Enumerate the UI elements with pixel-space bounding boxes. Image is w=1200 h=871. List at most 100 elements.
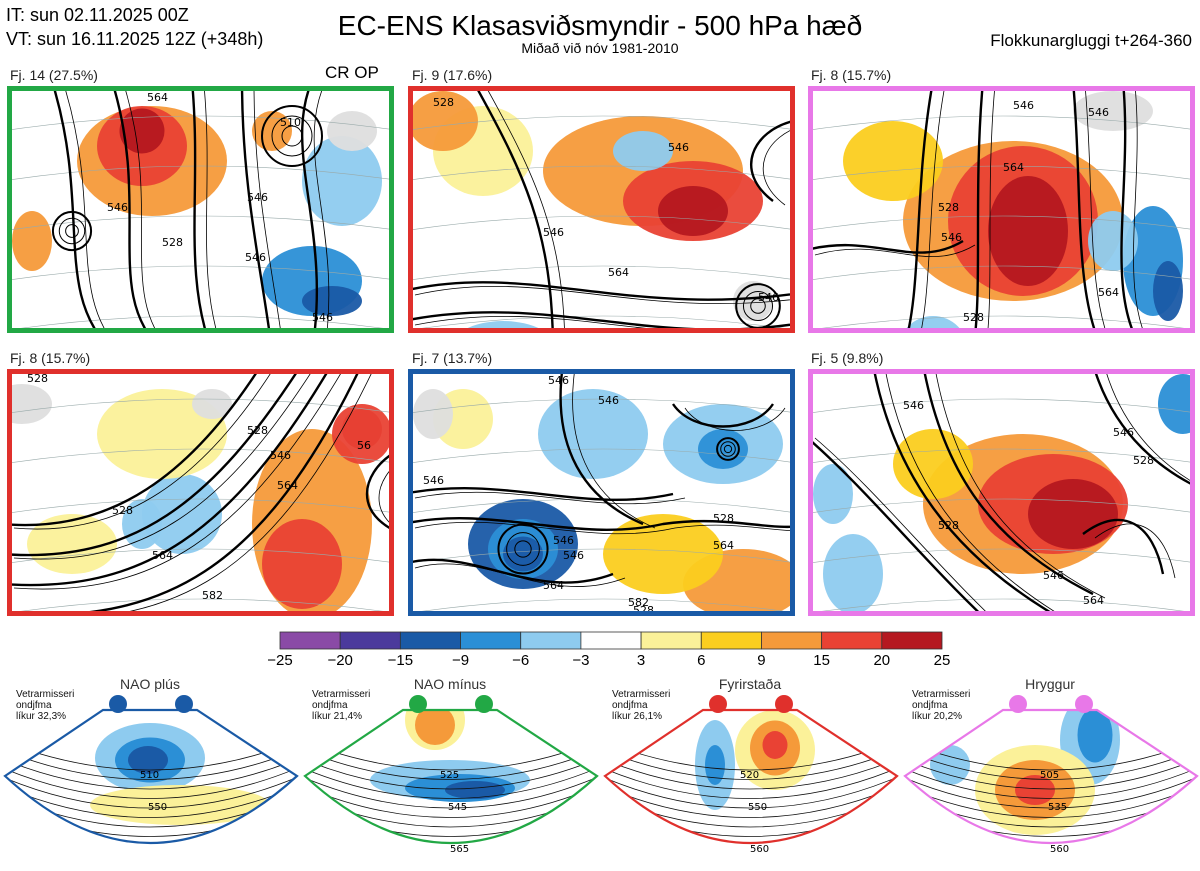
graticule-line bbox=[413, 115, 790, 130]
graticule-line bbox=[12, 398, 389, 413]
anomaly-region bbox=[893, 429, 973, 499]
regime-text-line: Vetrarmisseri bbox=[16, 689, 75, 700]
height-contour bbox=[413, 558, 614, 584]
contour-label: 564 bbox=[152, 549, 173, 562]
graticule-line bbox=[413, 215, 790, 230]
colorbar-tick-label: 20 bbox=[873, 652, 890, 669]
regime-text-line: Vetrarmisseri bbox=[612, 689, 671, 700]
regime-height-contour bbox=[605, 784, 897, 818]
contour-label: 528 bbox=[247, 424, 268, 437]
regime-text-line: Vetrarmisseri bbox=[312, 689, 371, 700]
cluster-5-title: Fj. 7 (13.7%) bbox=[412, 350, 493, 366]
anomaly-region bbox=[97, 389, 227, 479]
regime-marker-dot bbox=[109, 695, 127, 713]
cluster-2-map: 528 546 546 564 546 bbox=[408, 86, 795, 333]
height-contour bbox=[974, 91, 984, 328]
height-contour bbox=[672, 403, 774, 428]
height-contour-thin bbox=[414, 286, 790, 304]
colorbar-swatch bbox=[700, 631, 762, 650]
regime-title: Fyrirstaða bbox=[718, 676, 782, 692]
height-contour-thin bbox=[762, 130, 790, 206]
colorbar-tick-label: −25 bbox=[267, 652, 292, 669]
graticule-line bbox=[413, 448, 790, 463]
cluster-4-map: 528 528 528 546 564 564 582 56 bbox=[7, 369, 394, 616]
regime-height-contour bbox=[305, 766, 597, 799]
regime-marker-dot bbox=[709, 695, 727, 713]
height-contour-thin bbox=[253, 91, 281, 328]
valid-time: VT: sun 16.11.2025 12Z (+348h) bbox=[6, 29, 264, 49]
anomaly-region bbox=[1088, 211, 1138, 271]
regime-contour-label: 510 bbox=[140, 770, 159, 781]
graticule-line bbox=[12, 215, 389, 230]
contour-label: 528 bbox=[633, 604, 654, 611]
contour-label: 528 bbox=[963, 311, 984, 324]
anomaly-region bbox=[142, 474, 222, 554]
regime-sector-outline bbox=[903, 708, 1199, 845]
regime-contour-label: 525 bbox=[440, 770, 459, 781]
height-contour-thin bbox=[987, 91, 995, 328]
colorbar-swatch bbox=[279, 631, 341, 650]
contour-label: 546 bbox=[548, 374, 569, 387]
contour-label: 546 bbox=[598, 394, 619, 407]
anomaly-region bbox=[122, 499, 162, 549]
anomaly-region bbox=[332, 404, 389, 464]
colorbar-swatch bbox=[399, 631, 461, 650]
height-contour-thin bbox=[684, 407, 786, 431]
anomaly-region bbox=[843, 121, 943, 201]
anomaly-region bbox=[302, 136, 382, 226]
closed-low-contour bbox=[58, 217, 86, 245]
height-contour-thin bbox=[13, 374, 271, 530]
regime-text-line: Vetrarmisseri bbox=[912, 689, 971, 700]
height-contour bbox=[873, 374, 1051, 611]
regime-height-contour bbox=[905, 784, 1197, 818]
colorbar-swatch bbox=[339, 631, 401, 650]
chart-subtitle: Miðað við nóv 1981-2010 bbox=[521, 40, 679, 56]
height-contour bbox=[413, 311, 790, 328]
regime-height-contour bbox=[605, 775, 897, 809]
anomaly-region bbox=[613, 131, 673, 171]
contour-label: 510 bbox=[280, 116, 301, 129]
regime-contour-label: 520 bbox=[740, 770, 759, 781]
closed-low-contour bbox=[271, 115, 313, 157]
regime-probability-text: Vetrarmisseri ondjfma líkur 26,1% bbox=[612, 689, 670, 722]
colorbar-swatch bbox=[460, 631, 522, 650]
colorbar-tick-label: 9 bbox=[757, 652, 765, 669]
regime-marker-dot bbox=[475, 695, 493, 713]
regime-height-contour bbox=[5, 757, 297, 790]
anomaly-region bbox=[906, 316, 960, 328]
regime-contour-label: 550 bbox=[748, 802, 767, 813]
closed-low-contour bbox=[723, 444, 733, 454]
contour-label: 56 bbox=[357, 439, 371, 452]
contour-label: 564 bbox=[543, 579, 564, 592]
regime-anomaly-region bbox=[90, 785, 270, 825]
cluster-1-title: Fj. 14 (27.5%) bbox=[10, 67, 98, 83]
regime-contour-label: 535 bbox=[1048, 802, 1067, 813]
regime-nao-minus: 525 545 565 NAO mínus Vetrarmisseri ondjfma lí… bbox=[300, 676, 600, 871]
graticule-line bbox=[413, 398, 790, 413]
graticule-line bbox=[821, 598, 1185, 611]
colorbar-tick-label: −20 bbox=[327, 652, 352, 669]
contour-label: 546 bbox=[1013, 99, 1034, 112]
height-contour-thin bbox=[487, 91, 565, 328]
regime-nao-plus: 510 550 NAO plús Vetrarmisseri ondjfma líkur … bbox=[0, 676, 300, 871]
anomaly-region bbox=[12, 384, 52, 424]
anomaly-region bbox=[467, 321, 539, 328]
height-contour-thin bbox=[885, 374, 1055, 611]
colorbar-swatch bbox=[520, 631, 582, 650]
regime-anomaly-region bbox=[445, 781, 505, 799]
graticule-line bbox=[813, 265, 1190, 280]
anomaly-region bbox=[1028, 479, 1118, 549]
height-contour-thin bbox=[414, 521, 790, 535]
regime-text-line: ondjfma bbox=[16, 700, 52, 711]
height-contour-thin bbox=[13, 374, 311, 560]
closed-low-contour bbox=[750, 298, 766, 314]
contour-label: 564 bbox=[1098, 286, 1119, 299]
graticule-line bbox=[20, 598, 384, 611]
height-contour bbox=[413, 517, 790, 531]
closed-low-contour bbox=[720, 441, 736, 457]
anomaly-region bbox=[327, 111, 377, 151]
height-contour bbox=[907, 91, 933, 328]
regime-marker-dot bbox=[409, 695, 427, 713]
regime-height-contour bbox=[5, 775, 297, 809]
contour-label: 564 bbox=[1003, 161, 1024, 174]
